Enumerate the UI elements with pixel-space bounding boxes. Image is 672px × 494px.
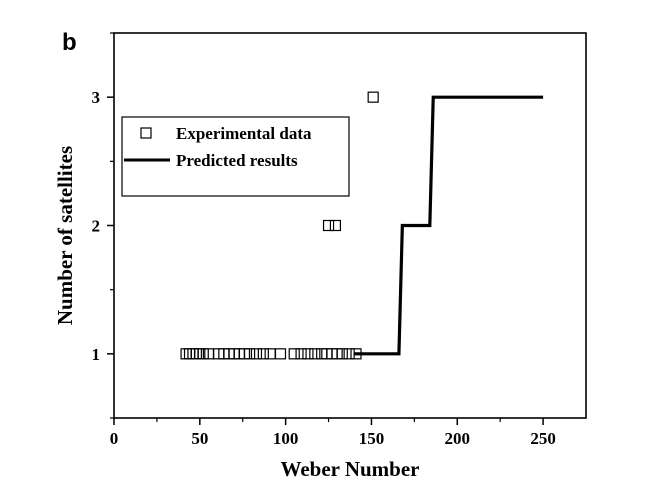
data-point-experimental	[309, 348, 321, 360]
x-axis-title: Weber Number	[280, 457, 419, 481]
legend-label-predicted: Predicted results	[176, 151, 298, 170]
series-layer	[180, 91, 544, 360]
x-tick-label-100: 100	[273, 429, 299, 448]
data-point-experimental	[350, 348, 362, 360]
x-tick-label-50: 50	[191, 429, 208, 448]
legend-label-experimental: Experimental data	[176, 124, 312, 143]
data-point-experimental	[288, 348, 300, 360]
data-point-experimental	[257, 348, 269, 360]
data-point-experimental	[274, 348, 287, 360]
y-axis: 1 2 3	[92, 32, 114, 419]
data-point-experimental	[243, 348, 256, 360]
data-point-experimental	[250, 348, 263, 360]
data-point-experimental	[295, 348, 307, 360]
y-tick-label-2: 2	[92, 217, 101, 236]
legend: Experimental data Predicted results	[121, 116, 350, 197]
y-tick-label-1: 1	[92, 345, 101, 364]
data-point-experimental	[302, 348, 314, 360]
x-tick-label-150: 150	[359, 429, 385, 448]
legend-marker-experimental	[140, 127, 152, 139]
y-axis-title: Number of satellites	[53, 146, 77, 325]
y-tick-label-3: 3	[92, 88, 101, 107]
x-tick-label-200: 200	[445, 429, 471, 448]
data-point-experimental	[264, 348, 276, 360]
data-point-experimental	[343, 348, 355, 360]
data-point-experimental	[329, 219, 342, 232]
legend-frame	[121, 116, 350, 197]
data-point-experimental	[367, 91, 379, 103]
series-line-predicted	[354, 95, 544, 356]
panel-label: b	[62, 29, 77, 56]
x-tick-label-250: 250	[530, 429, 556, 448]
data-point-experimental	[322, 219, 335, 232]
x-axis: 0 50 100 150 200 250	[110, 418, 556, 448]
plot-frame	[113, 32, 587, 419]
data-point-experimental	[202, 348, 214, 360]
data-point-experimental	[336, 348, 348, 360]
x-tick-label-0: 0	[110, 429, 119, 448]
